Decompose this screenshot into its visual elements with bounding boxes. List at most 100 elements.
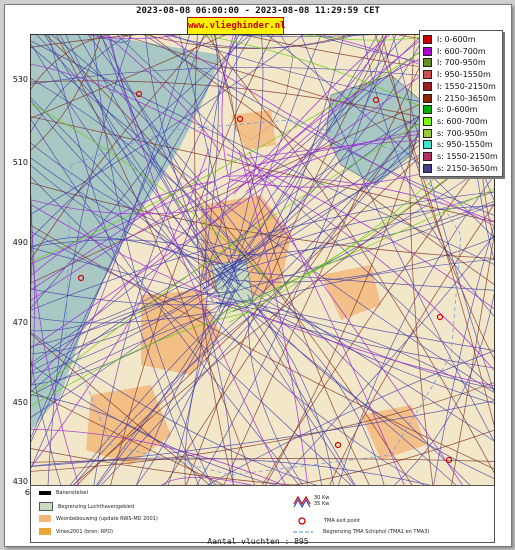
kw-30-label: 30 Kw — [314, 495, 330, 501]
key-tma-exit-label: TMA exit point — [324, 518, 361, 524]
legend-swatch — [423, 46, 432, 56]
flight-track — [31, 164, 222, 265]
flight-track — [248, 151, 406, 486]
flight-track — [232, 35, 372, 38]
tma-exit-point — [236, 115, 244, 123]
y-tick-470: 470 — [12, 318, 28, 327]
legend-label: s: 1550-2150m — [437, 152, 498, 161]
flight-track — [214, 268, 494, 389]
key-vinex-label: Vinex2001 (bron: RPD) — [56, 528, 113, 535]
flight-track — [96, 274, 236, 486]
flight-track — [238, 150, 309, 486]
legend-label: s: 950-1550m — [437, 140, 493, 150]
flight-track — [31, 35, 245, 309]
flight-track — [202, 35, 238, 282]
flight-track — [328, 203, 494, 486]
flight-track — [230, 237, 494, 283]
flight-track — [31, 35, 448, 263]
flight-track — [257, 35, 407, 265]
flight-track — [31, 168, 208, 291]
flight-count: Aantal vluchten : 895 — [207, 537, 309, 546]
flight-track — [248, 35, 345, 304]
tma-exit-point — [436, 313, 444, 321]
legend-swatch — [423, 35, 432, 44]
flight-track — [213, 35, 371, 486]
legend-item: l: 950-1550m — [423, 69, 491, 80]
flight-track — [31, 35, 102, 151]
legend-swatch — [423, 116, 432, 126]
flight-track — [31, 35, 304, 215]
legend-label: l: 1550-2150m — [437, 81, 496, 91]
flight-track — [31, 180, 216, 277]
flight-track — [247, 294, 323, 486]
flight-track — [100, 35, 222, 262]
key-tma-border: Begrenzing TMA Schiphol (TMA1 en TMA3) — [293, 529, 429, 535]
legend-label: l: 950-1550m — [437, 70, 491, 80]
legend-swatch — [423, 140, 432, 150]
map-canvas — [31, 35, 494, 486]
flight-track — [95, 35, 131, 43]
flight-track — [245, 35, 428, 193]
legend-item: s: 600-700m — [423, 116, 488, 127]
flight-track — [31, 382, 494, 472]
flight-track — [226, 201, 494, 257]
flight-track — [233, 35, 264, 257]
flight-track — [31, 312, 250, 407]
legend-swatch — [423, 152, 432, 161]
flight-track — [71, 144, 494, 486]
legend-swatch — [423, 70, 432, 80]
flight-track — [163, 35, 494, 227]
tma-exit-point — [445, 456, 453, 464]
flight-track — [31, 247, 494, 351]
legend-item: l: 1550-2150m — [423, 81, 496, 92]
legend-label: s: 2150-3650m — [437, 163, 498, 173]
flight-track — [87, 35, 242, 286]
flight-track — [202, 304, 427, 486]
flight-track — [231, 35, 426, 268]
key-tma-border-label: Begrenzing TMA Schiphol (TMA1 en TMA3) — [323, 529, 430, 535]
flight-track — [228, 35, 397, 273]
flight-track — [31, 333, 212, 486]
flight-track — [258, 302, 385, 486]
key-luchthaven-label: Begrenzing Luchthavengebied — [58, 503, 135, 510]
flight-track — [31, 313, 211, 396]
flight-track — [392, 292, 494, 486]
flight-track — [31, 100, 228, 283]
flight-track — [205, 300, 494, 401]
flight-track — [266, 35, 494, 239]
flight-track-map[interactable] — [30, 34, 495, 487]
flight-track — [31, 240, 80, 486]
legend-label: s: 700-950m — [437, 128, 488, 138]
legend-item: l: 0-600m — [423, 34, 476, 45]
flight-track — [145, 35, 352, 49]
flight-track — [31, 78, 261, 276]
legend-swatch — [423, 163, 432, 173]
page-title: 2023-08-08 06:00:00 - 2023-08-08 11:29:5… — [136, 6, 380, 16]
flight-track — [135, 287, 237, 486]
flight-track — [31, 265, 203, 332]
flight-track — [300, 35, 494, 442]
flight-track — [31, 400, 494, 467]
flight-track — [256, 305, 494, 404]
legend-item: s: 2150-3650m — [423, 163, 498, 174]
tma-exit-point — [135, 90, 143, 98]
flight-track — [31, 63, 251, 161]
flight-track — [109, 35, 231, 276]
flight-track — [31, 265, 252, 418]
flight-track — [250, 313, 458, 486]
flight-track — [303, 35, 439, 41]
flight-track — [31, 457, 436, 486]
flight-track — [179, 35, 239, 288]
legend-label: s: 600-700m — [437, 116, 488, 126]
flight-track — [31, 262, 237, 355]
flight-track — [51, 35, 256, 256]
flight-track — [31, 40, 494, 265]
flight-track — [109, 35, 274, 486]
flight-track — [31, 394, 218, 486]
legend-swatch — [423, 105, 432, 115]
tma-exit-point — [77, 274, 85, 282]
flight-track — [273, 234, 494, 486]
flight-track — [31, 35, 138, 48]
key-kw: 30 Kw 35 Kw — [293, 494, 329, 508]
vinex-swatch — [39, 528, 51, 535]
